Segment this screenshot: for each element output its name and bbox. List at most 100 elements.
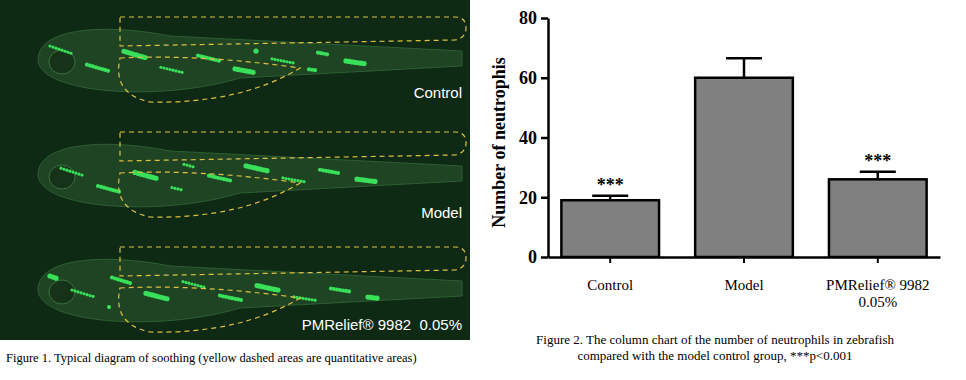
- fluorescent-cell: [69, 52, 72, 55]
- fluorescent-cell: [85, 293, 88, 296]
- fluorescent-cell: [48, 44, 51, 47]
- error-bar-cap: [726, 57, 762, 60]
- fluorescent-cell: [264, 168, 269, 173]
- fluorescent-cell: [65, 169, 68, 172]
- quantitative-area-dorsal: [120, 247, 466, 276]
- fish-eye: [49, 280, 75, 304]
- fluorescent-cell: [80, 173, 83, 176]
- y-tick-mark: [541, 17, 548, 20]
- fluorescent-cell: [168, 68, 171, 71]
- fluorescent-cell: [173, 187, 176, 190]
- fluorescent-cell: [307, 298, 310, 301]
- fluorescent-cell: [193, 283, 196, 286]
- y-tick-label: 20: [519, 188, 537, 208]
- figure-caption: Figure 1. Typical diagram of soothing (y…: [6, 351, 417, 365]
- zebrafish: [38, 247, 466, 332]
- x-tick-label-line: PMRelief® 9982: [826, 277, 929, 293]
- fluorescent-cell: [253, 48, 258, 53]
- fluorescent-cell: [310, 298, 313, 301]
- fluorescent-cell: [73, 289, 76, 292]
- microscopy-panel: ControlModelPMRelief® 9982 0.05%: [0, 0, 470, 340]
- zebrafish: [38, 132, 466, 217]
- x-tick: Control: [587, 257, 633, 293]
- x-tick: Model: [724, 257, 763, 293]
- y-tick-mark: [541, 256, 548, 259]
- x-tick-label-line: Model: [724, 277, 763, 293]
- fluorescent-cell: [290, 178, 293, 181]
- fluorescent-cell: [162, 66, 165, 69]
- fluorescent-cell: [288, 61, 291, 64]
- fluorescent-cell: [54, 47, 57, 50]
- fluorescent-cell: [77, 172, 80, 175]
- quantitative-area-dorsal: [120, 17, 466, 46]
- fluorescent-cell: [273, 58, 276, 61]
- fluorescent-cell: [191, 165, 194, 168]
- y-tick-label: 80: [519, 8, 537, 28]
- quantitative-area-ventral: [119, 172, 300, 217]
- fluorescent-cell: [250, 70, 255, 75]
- y-tick: 60: [519, 68, 548, 88]
- fluorescent-cell: [59, 167, 62, 170]
- fluorescent-cell: [107, 305, 111, 309]
- y-axis-title: Number of neutrophis: [489, 57, 509, 227]
- significance-label: ***: [597, 175, 624, 195]
- fluorescent-cell: [82, 292, 85, 295]
- y-tick-label: 40: [519, 128, 537, 148]
- fluorescent-cell: [184, 281, 187, 284]
- fluorescent-cell: [170, 186, 173, 189]
- fluorescent-cell: [76, 290, 79, 293]
- x-tick-mark: [743, 257, 745, 263]
- panel-label: PMRelief® 9982 0.05%: [302, 316, 462, 333]
- fluorescent-cell: [53, 276, 58, 281]
- fluorescent-cell: [270, 57, 273, 60]
- y-tick-mark: [541, 77, 548, 80]
- error-bar-stem: [743, 58, 746, 77]
- fluorescent-cell: [279, 59, 282, 62]
- y-tick-label: 0: [528, 247, 537, 267]
- fluorescent-cell: [284, 177, 287, 180]
- x-tick-label: Model: [724, 277, 763, 293]
- quantitative-area-ventral: [119, 287, 300, 332]
- fluorescent-cell: [180, 71, 183, 74]
- fluorescent-cell: [239, 298, 243, 302]
- fluorescent-cell: [190, 282, 193, 285]
- fluorescent-cell: [174, 69, 177, 72]
- fluorescent-cell: [293, 179, 296, 182]
- fluorescent-cell: [181, 280, 184, 283]
- fluorescent-cell: [285, 60, 288, 63]
- fluorescent-cell: [372, 179, 377, 184]
- fluorescent-cell: [325, 52, 329, 56]
- fluorescent-cell: [165, 67, 168, 70]
- fluorescent-cell: [336, 171, 340, 175]
- error-bar: [726, 58, 762, 77]
- fluorescent-cell: [374, 296, 379, 301]
- fluorescent-cell: [276, 58, 279, 61]
- fluorescent-cell: [176, 187, 179, 190]
- fish-body: [38, 29, 462, 92]
- fluorescent-cell: [287, 177, 290, 180]
- fish-eye: [49, 165, 75, 189]
- fluorescent-cell: [275, 287, 280, 292]
- fluorescent-cell: [68, 170, 71, 173]
- fluorescent-cell: [74, 171, 77, 174]
- fluorescent-cell: [159, 66, 162, 69]
- fluorescent-cell: [291, 61, 294, 64]
- x-tick-label-line: Control: [587, 277, 633, 293]
- fluorescent-cell: [63, 50, 66, 53]
- y-axis: 0 20 40 60 80: [519, 8, 549, 267]
- bar: [561, 200, 659, 257]
- fluorescent-cell: [106, 69, 110, 73]
- significance-label: ***: [864, 151, 891, 171]
- x-tick-label: Control: [587, 277, 633, 293]
- fluorescent-cell: [361, 61, 366, 66]
- fluorescent-cell: [79, 291, 82, 294]
- x-tick: PMRelief® 99820.05%: [826, 257, 929, 310]
- plot-marks: [561, 58, 926, 257]
- error-bar-cap: [592, 195, 628, 198]
- quantitative-area-ventral: [119, 57, 300, 102]
- fluorescent-cell: [153, 176, 158, 181]
- fluorescent-cell: [177, 70, 180, 73]
- fluorescent-cell: [302, 180, 305, 183]
- fluorescent-cell: [313, 68, 317, 72]
- y-tick: 80: [519, 8, 548, 28]
